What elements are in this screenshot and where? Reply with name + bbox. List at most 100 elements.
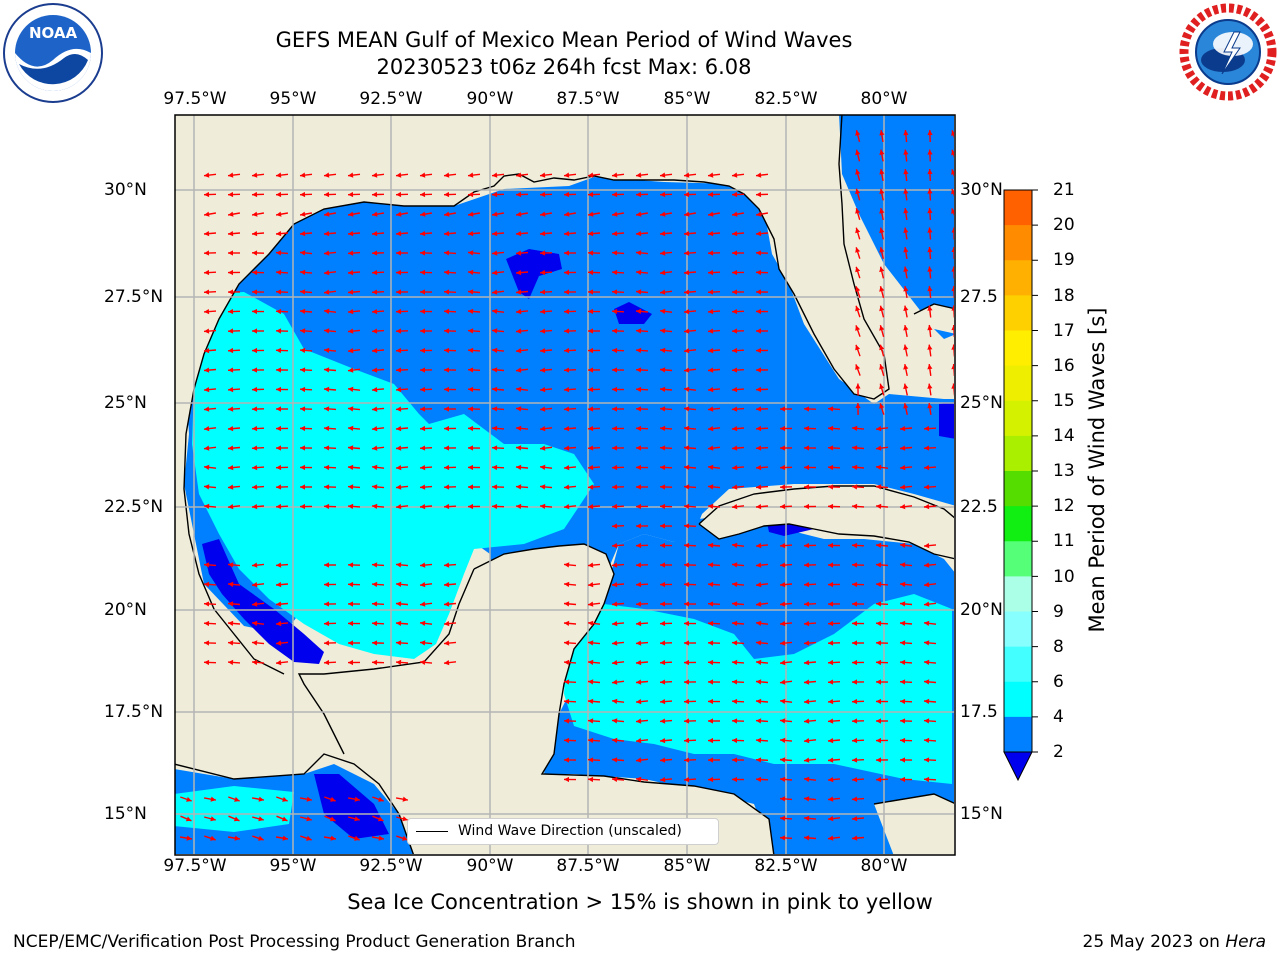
wave-direction-arrowhead <box>204 601 210 607</box>
wave-direction-arrowhead <box>756 757 762 763</box>
wave-direction-arrowhead <box>924 543 930 549</box>
wave-direction-arrowhead <box>756 659 762 665</box>
wave-direction-arrowhead <box>756 425 762 432</box>
wave-direction-arrowhead <box>588 367 593 373</box>
wave-direction-arrowhead <box>660 445 666 451</box>
wave-direction-arrowhead <box>684 172 690 178</box>
wave-direction-arrowhead <box>204 620 210 627</box>
wave-direction-arrowhead <box>852 425 858 431</box>
wave-direction-arrowhead <box>420 231 426 237</box>
wave-direction-arrowhead <box>396 465 402 471</box>
wave-direction-arrowhead <box>420 308 425 315</box>
wave-direction-arrowhead <box>588 562 594 568</box>
wave-direction-arrowhead <box>780 718 786 724</box>
wave-direction-arrowhead <box>951 364 954 370</box>
wave-direction-arrowhead <box>564 757 569 763</box>
wave-direction-arrowhead <box>372 620 378 627</box>
wave-direction-arrowhead <box>804 621 810 627</box>
wave-direction-arrowhead <box>516 211 522 217</box>
wave-direction-arrowhead <box>612 328 618 334</box>
wave-direction-arrowhead <box>228 172 234 178</box>
wave-direction-arrowhead <box>588 308 593 315</box>
wave-direction-arrowhead <box>924 425 930 432</box>
wave-direction-arrowhead <box>708 776 714 783</box>
wave-direction-arrowhead <box>876 426 882 432</box>
wave-direction-arrowhead <box>564 211 570 217</box>
wave-direction-arrowhead <box>516 367 522 373</box>
wave-direction-arrowhead <box>756 620 762 626</box>
wave-direction-arrowhead <box>348 503 354 509</box>
wave-direction-arrowhead <box>612 289 618 295</box>
wave-direction-arrowhead <box>588 757 594 763</box>
wave-direction-arrowhead <box>444 406 449 412</box>
wave-direction-arrowhead <box>804 581 810 588</box>
wave-direction-arrowhead <box>324 367 330 373</box>
wave-direction-arrowhead <box>636 484 641 490</box>
wave-direction-arrowhead <box>564 504 570 510</box>
wave-direction-arrowhead <box>780 679 786 685</box>
wave-direction-arrowhead <box>228 191 234 198</box>
wave-direction-arrowhead <box>612 445 617 451</box>
wave-direction-arrowhead <box>492 484 498 490</box>
wave-direction-arrowhead <box>444 367 449 373</box>
wave-direction-arrowhead <box>540 211 546 217</box>
wave-direction-arrowhead <box>852 835 858 841</box>
wave-direction-arrowhead <box>684 659 689 666</box>
wave-direction-arrowhead <box>204 309 210 315</box>
wave-direction-arrowhead <box>708 679 713 685</box>
colorbar-tick-18: 18 <box>1053 286 1075 306</box>
wave-direction-arrowhead <box>258 835 264 841</box>
wave-direction-arrowhead <box>420 172 426 178</box>
bahamas-land <box>914 304 954 334</box>
wave-direction-arrowhead <box>348 581 354 588</box>
wave-direction-arrowhead <box>708 659 714 666</box>
wave-direction-arrowhead <box>300 484 305 490</box>
wave-direction-arrowhead <box>378 796 384 802</box>
wave-direction-arrowhead <box>927 383 933 389</box>
wave-direction-arrowhead <box>684 523 690 529</box>
map-legend: Wind Wave Direction (unscaled) <box>407 818 719 845</box>
wave-direction-arrowhead <box>516 464 522 470</box>
wave-direction-arrowhead <box>186 835 192 841</box>
wave-direction-arrowhead <box>927 188 933 194</box>
wave-direction-arrowhead <box>732 640 738 646</box>
colorbar-under-triangle <box>1003 751 1033 782</box>
colorbar-tick-21: 21 <box>1053 180 1075 200</box>
wave-direction-arrowhead <box>876 542 882 548</box>
wave-direction-arrowhead <box>780 796 786 802</box>
colorbar-band <box>1004 400 1032 437</box>
gulf-of-mexico-map <box>174 114 956 856</box>
wave-direction-arrowhead <box>564 406 570 412</box>
colorbar-tick-4: 4 <box>1053 707 1064 727</box>
wave-direction-arrowhead <box>636 738 642 744</box>
wave-direction-arrowhead <box>564 426 570 432</box>
wave-direction-arrowhead <box>660 289 666 295</box>
wave-direction-arrowhead <box>468 464 473 471</box>
wave-direction-arrowhead <box>468 231 474 237</box>
wave-direction-arrowhead <box>876 776 882 783</box>
wave-direction-arrowhead <box>540 191 546 198</box>
wave-direction-arrowhead <box>756 737 762 743</box>
wave-direction-arrowhead <box>708 211 714 217</box>
wave-direction-arrowhead <box>951 344 954 350</box>
wave-direction-arrowhead <box>876 445 882 451</box>
wave-direction-arrowhead <box>756 445 762 451</box>
wave-direction-arrowhead <box>396 601 402 607</box>
wave-direction-arrowhead <box>348 601 353 607</box>
wave-direction-arrowhead <box>879 247 885 253</box>
wave-direction-arrowhead <box>708 328 714 334</box>
wave-direction-arrowhead <box>396 426 402 432</box>
wave-direction-arrowhead <box>876 562 882 568</box>
wave-direction-arrowhead <box>204 464 210 470</box>
wave-direction-arrowhead <box>492 464 498 471</box>
wave-direction-arrowhead <box>276 464 282 471</box>
wave-direction-arrowhead <box>300 231 306 237</box>
wave-direction-arrowhead <box>564 737 570 744</box>
wave-direction-arrowhead <box>324 347 330 353</box>
wave-direction-arrowhead <box>780 835 786 841</box>
wave-direction-arrowhead <box>228 231 234 237</box>
wave-direction-arrowhead <box>228 659 234 665</box>
wave-direction-arrowhead <box>276 191 282 198</box>
wave-direction-arrowhead <box>612 679 618 685</box>
wave-direction-arrowhead <box>234 796 240 802</box>
